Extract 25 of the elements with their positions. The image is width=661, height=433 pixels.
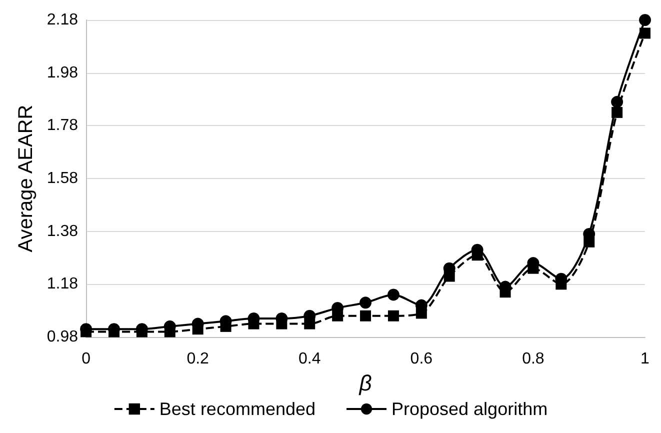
y-tick-label: 1.38 xyxy=(46,222,78,240)
legend-label: Proposed algorithm xyxy=(391,399,548,419)
y-tick-label: 1.98 xyxy=(46,64,78,82)
point xyxy=(639,14,651,26)
legend-label: Best recommended xyxy=(159,399,316,419)
x-tick-label: 0.4 xyxy=(298,350,321,368)
point xyxy=(612,106,623,118)
x-tick-label: 0.8 xyxy=(522,350,544,368)
point xyxy=(388,310,399,322)
y-tick-label: 1.58 xyxy=(46,170,78,187)
x-axis-title: β xyxy=(358,370,372,396)
y-axis-title: Average AEARR xyxy=(15,104,37,252)
point xyxy=(611,96,624,108)
y-tick-label: 0.98 xyxy=(46,328,78,346)
x-tick-label: 1 xyxy=(640,350,650,368)
point xyxy=(640,28,650,39)
point xyxy=(360,296,372,309)
x-tick-label: 0.6 xyxy=(410,350,433,368)
y-tick-label: 2.18 xyxy=(46,12,78,28)
point xyxy=(387,288,400,301)
y-tick-label: 1.18 xyxy=(46,276,78,293)
point xyxy=(360,310,372,322)
x-tick-label: 0 xyxy=(82,350,91,368)
y-tick-label: 1.78 xyxy=(46,117,78,134)
x-tick-label: 0.2 xyxy=(186,350,210,368)
